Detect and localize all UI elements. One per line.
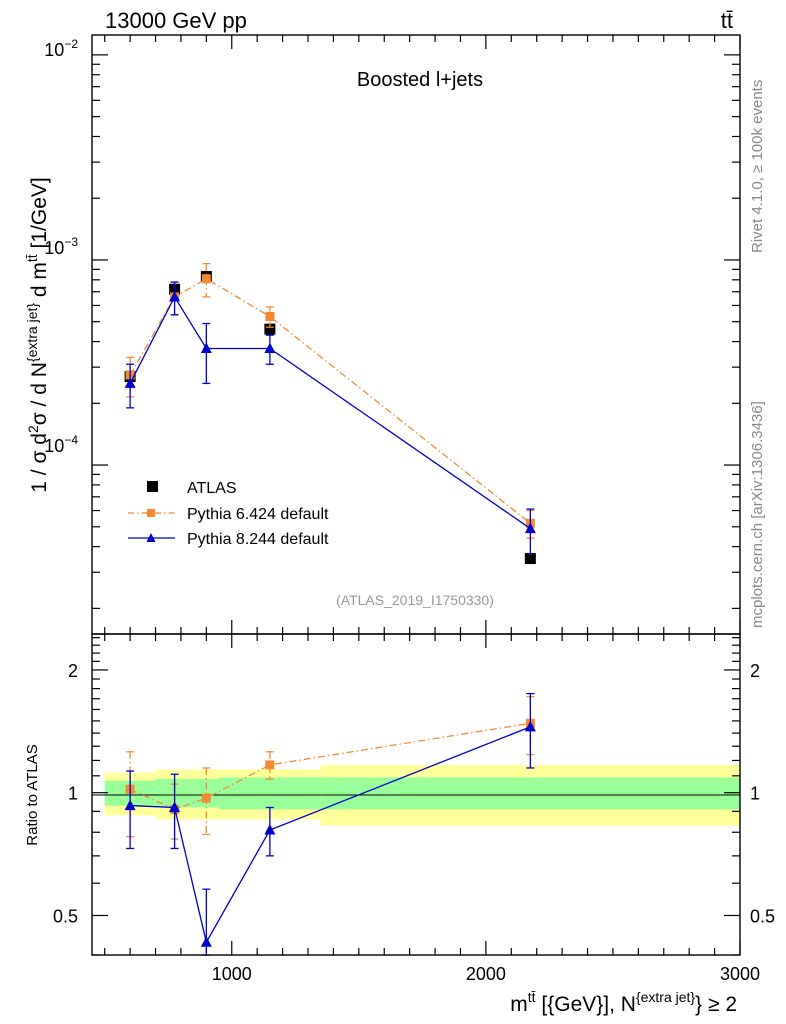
point-pythia8 — [169, 290, 181, 302]
ratio-ylabel: Ratio to ATLAS — [24, 744, 41, 845]
point-pythia6 — [201, 274, 211, 284]
header-right: tt̄ — [721, 8, 733, 33]
point-atlas — [264, 323, 276, 335]
point-atlas — [524, 553, 536, 565]
xlabel: mtt̄ [{GeV}], N{extra jet}} ≥ 2 — [510, 989, 737, 1016]
analysis-id: (ATLAS_2019_I1750330) — [336, 592, 494, 608]
legend-atlas-marker — [147, 481, 158, 492]
ratio-ytick-label: 1 — [68, 784, 78, 804]
ratio-point-pythia6 — [265, 760, 275, 770]
point-pythia6 — [265, 311, 275, 321]
legend-pythia6-label: Pythia 6.424 default — [187, 506, 329, 523]
ytick-label-1e-2: 10−2 — [44, 37, 78, 60]
legend-pythia6-marker — [147, 509, 155, 517]
ytick-label-1e-4: 10−4 — [44, 433, 78, 456]
ratio-ticks: 1000 2000 3000 0.5 0.5 1 1 2 2 — [53, 634, 775, 984]
legend-atlas-label: ATLAS — [187, 480, 237, 497]
xtick-label: 2000 — [466, 964, 506, 984]
ratio-ytick-label: 0.5 — [53, 906, 78, 926]
ratio-series — [124, 692, 536, 956]
xtick-label: 3000 — [720, 964, 760, 984]
point-pythia8 — [200, 342, 212, 354]
legend-pythia8-marker — [146, 533, 156, 542]
main-panel: Boosted l+jets (ATLAS_2019_I1750330) 1 /… — [24, 34, 741, 635]
ytick-label-1e-3: 10−3 — [44, 235, 78, 258]
ratio-band-inner — [219, 777, 321, 810]
legend-pythia8-label: Pythia 8.244 default — [187, 531, 329, 548]
ratio-point-pythia8 — [524, 720, 536, 732]
mcplots-label: mcplots.cern.ch [arXiv:1306.3436] — [749, 401, 766, 628]
ratio-ytick-label-right: 1 — [750, 784, 760, 804]
ratio-frame — [91, 633, 741, 956]
ratio-point-pythia8 — [264, 824, 276, 835]
ratio-band-inner — [320, 777, 740, 810]
legend: ATLAS Pythia 6.424 default Pythia 8.244 … — [128, 480, 329, 548]
chart-title: Boosted l+jets — [357, 69, 483, 91]
ratio-point-pythia6 — [201, 793, 211, 803]
main-ticks — [92, 35, 741, 634]
ratio-ytick-label-right: 0.5 — [750, 906, 775, 926]
ratio-point-pythia8 — [200, 936, 212, 947]
ratio-point-pythia8 — [169, 801, 181, 812]
ratio-point-pythia8 — [124, 799, 136, 811]
ratio-ytick-label-right: 2 — [750, 661, 760, 681]
point-pythia8 — [124, 377, 136, 388]
main-series — [124, 262, 536, 565]
ratio-line-pythia8 — [130, 726, 531, 944]
xtick-label: 1000 — [212, 964, 252, 984]
point-pythia8 — [264, 342, 276, 354]
ratio-ytick-label: 2 — [68, 661, 78, 681]
rivet-label: Rivet 4.1.0, ≥ 100k events — [749, 80, 766, 253]
ratio-panel: 1000 2000 3000 0.5 0.5 1 1 2 2 Ratio to ATLAS — [24, 633, 775, 984]
point-pythia8 — [524, 522, 536, 534]
header-left: 13000 GeV pp — [105, 8, 247, 33]
